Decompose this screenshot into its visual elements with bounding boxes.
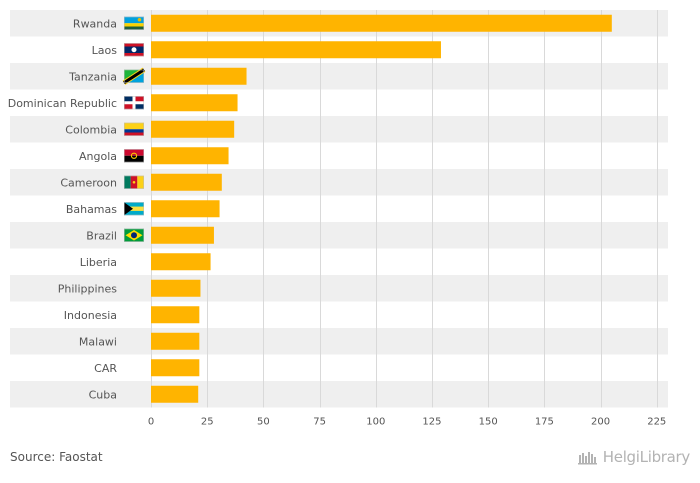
colombia-flag-icon — [124, 122, 144, 136]
bar — [151, 94, 238, 112]
bar — [151, 14, 612, 32]
angola-flag-icon — [124, 149, 144, 163]
category-label: Malawi — [79, 335, 117, 348]
x-tick-label: 150 — [479, 417, 498, 428]
x-tick-label: 225 — [647, 417, 666, 428]
bar — [151, 253, 211, 271]
bar — [151, 41, 441, 59]
laos-flag-icon — [124, 43, 144, 57]
x-tick-label: 100 — [366, 417, 385, 428]
category-label: Bahamas — [66, 203, 117, 216]
bar — [151, 147, 229, 165]
brazil-flag-icon — [124, 228, 144, 242]
row-band — [10, 381, 668, 408]
bar — [151, 279, 201, 297]
x-tick-label: 200 — [591, 417, 610, 428]
category-label: Colombia — [65, 123, 117, 136]
category-label: Laos — [92, 44, 118, 57]
brand-logo: HelgiLibrary — [577, 448, 691, 466]
x-tick-label: 75 — [313, 417, 326, 428]
category-labels: Rwanda Laos Tanzania Dominican Republic Colo… — [8, 17, 118, 401]
x-tick-label: 0 — [148, 417, 154, 428]
category-label: Angola — [79, 150, 117, 163]
row-bands — [10, 10, 668, 408]
row-band — [10, 169, 668, 196]
dominican-republic-flag-icon — [124, 96, 144, 110]
x-tick-label: 125 — [422, 417, 441, 428]
bar — [151, 200, 220, 218]
row-band — [10, 222, 668, 249]
bar — [151, 332, 200, 350]
category-label: Brazil — [86, 229, 117, 242]
bars — [151, 14, 612, 403]
cameroon-flag-icon — [124, 175, 144, 189]
row-band — [10, 275, 668, 302]
bar — [151, 359, 200, 377]
bar — [151, 385, 199, 403]
category-label: Tanzania — [68, 70, 117, 83]
category-label: Philippines — [58, 282, 118, 295]
brand-name: HelgiLibrary — [602, 448, 691, 466]
category-label: Rwanda — [73, 17, 117, 30]
bar — [151, 226, 214, 244]
category-label: Cuba — [89, 388, 117, 401]
tanzania-flag-icon — [122, 67, 146, 85]
x-tick-label: 25 — [201, 417, 214, 428]
row-band — [10, 116, 668, 143]
x-tick-label: 175 — [535, 417, 554, 428]
row-band — [10, 328, 668, 355]
category-label: Indonesia — [64, 309, 117, 322]
x-tick-label: 50 — [257, 417, 270, 428]
category-label: Cameroon — [60, 176, 117, 189]
bar — [151, 120, 235, 138]
row-band — [10, 63, 668, 90]
bar — [151, 306, 200, 324]
category-label: Liberia — [80, 256, 117, 269]
source-label: Source: Faostat — [10, 450, 103, 464]
x-tick-labels: 0 25 50 75 100 125 150 175 200 225 — [148, 417, 666, 428]
bahamas-flag-icon — [124, 202, 144, 216]
category-label: CAR — [94, 362, 117, 375]
library-icon — [577, 452, 597, 465]
bar — [151, 67, 247, 85]
rwanda-flag-icon — [124, 16, 144, 30]
bar — [151, 173, 222, 191]
category-label: Dominican Republic — [8, 97, 117, 110]
flags — [122, 16, 146, 242]
